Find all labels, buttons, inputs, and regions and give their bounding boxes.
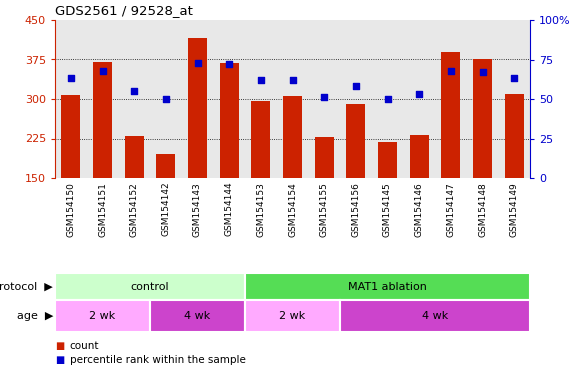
Point [320, 94, 329, 101]
Bar [505, 94, 524, 178]
Point [161, 96, 171, 102]
Point [415, 91, 424, 97]
Text: age  ▶: age ▶ [17, 311, 53, 321]
Bar [150, 300, 245, 332]
Bar [245, 300, 340, 332]
Text: percentile rank within the sample: percentile rank within the sample [70, 355, 245, 365]
Text: GSM154150: GSM154150 [66, 182, 75, 237]
Point [193, 60, 202, 66]
Point [509, 75, 519, 81]
Point [224, 61, 234, 67]
Bar [315, 137, 333, 178]
Text: GSM154148: GSM154148 [478, 182, 487, 237]
Text: GSM154151: GSM154151 [98, 182, 107, 237]
Text: protocol  ▶: protocol ▶ [0, 281, 53, 291]
Point [351, 83, 361, 89]
Text: ■: ■ [55, 355, 64, 365]
Text: GSM154143: GSM154143 [193, 182, 202, 237]
Text: control: control [130, 281, 169, 291]
Point [66, 75, 75, 81]
Text: GSM154153: GSM154153 [256, 182, 265, 237]
Text: GSM154149: GSM154149 [510, 182, 519, 237]
Point [478, 69, 487, 75]
Bar [473, 60, 492, 178]
Bar [441, 51, 461, 178]
Text: GDS2561 / 92528_at: GDS2561 / 92528_at [55, 5, 193, 17]
Bar [157, 154, 175, 178]
Text: 2 wk: 2 wk [280, 311, 306, 321]
Text: GSM154142: GSM154142 [161, 182, 171, 237]
Text: count: count [70, 341, 99, 351]
Text: GSM154147: GSM154147 [447, 182, 455, 237]
Text: MAT1 ablation: MAT1 ablation [348, 281, 427, 291]
Text: GSM154146: GSM154146 [415, 182, 423, 237]
Text: 4 wk: 4 wk [422, 311, 448, 321]
Point [129, 88, 139, 94]
Bar [55, 273, 245, 300]
Text: GSM154144: GSM154144 [224, 182, 234, 237]
Bar [283, 96, 302, 178]
Point [256, 77, 266, 83]
Text: GSM154145: GSM154145 [383, 182, 392, 237]
Point [383, 96, 392, 102]
Point [446, 68, 455, 74]
Bar [55, 300, 150, 332]
Text: ■: ■ [55, 341, 64, 351]
Text: 2 wk: 2 wk [89, 311, 115, 321]
Bar [61, 95, 81, 178]
Text: GSM154154: GSM154154 [288, 182, 297, 237]
Point [98, 68, 107, 74]
Bar [93, 62, 112, 178]
Bar [220, 63, 238, 178]
Text: 4 wk: 4 wk [184, 311, 211, 321]
Bar [346, 104, 365, 178]
Bar [378, 142, 397, 178]
Bar [340, 300, 530, 332]
Text: GSM154152: GSM154152 [130, 182, 139, 237]
Text: GSM154155: GSM154155 [320, 182, 329, 237]
Bar [125, 136, 144, 178]
Bar [188, 38, 207, 178]
Bar [251, 101, 270, 178]
Bar [409, 135, 429, 178]
Text: GSM154156: GSM154156 [351, 182, 360, 237]
Bar [245, 273, 530, 300]
Point [288, 77, 297, 83]
